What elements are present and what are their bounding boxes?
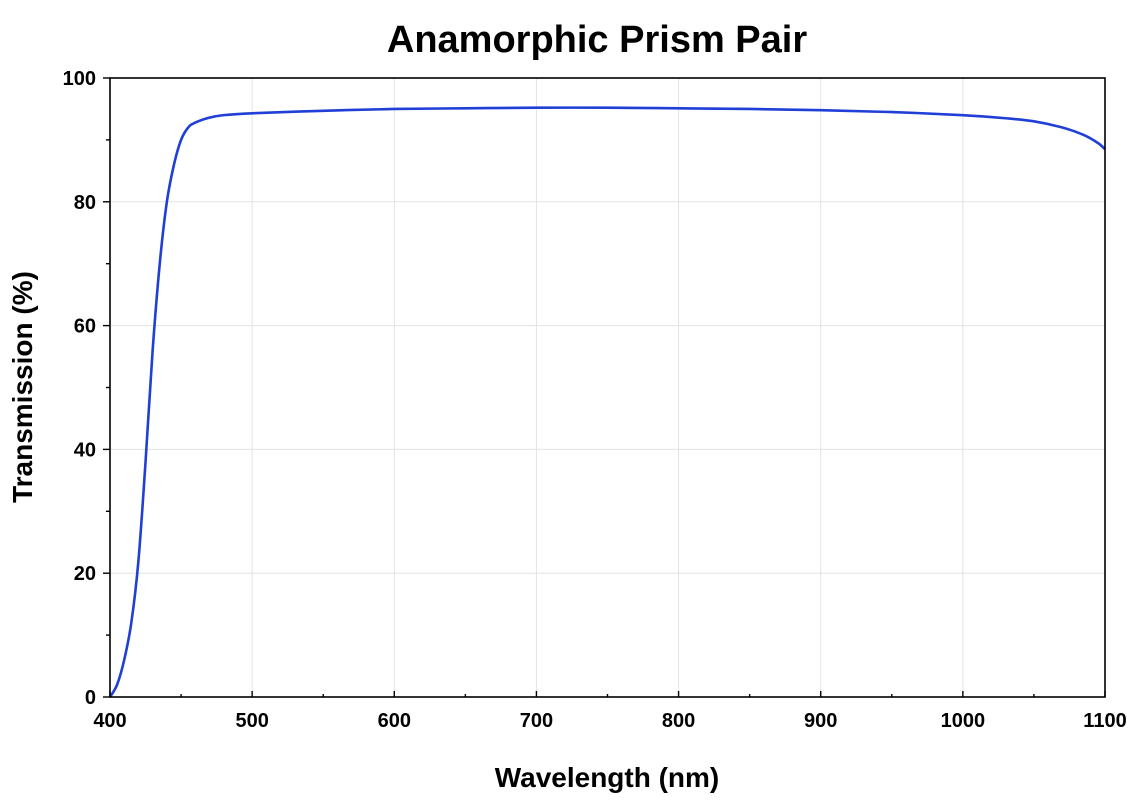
plot-frame: [109, 77, 1106, 698]
grid-lines: [110, 78, 1105, 697]
y-tick-label: 80: [74, 192, 96, 214]
y-axis-label: Transmission (%): [7, 271, 38, 503]
y-tick-label: 100: [63, 68, 96, 90]
axis-ticks: 400 500 600 700 800 900 1000 1100 0 20 40 60 80 100: [63, 68, 1127, 732]
x-axis-label: Wavelength (nm): [495, 762, 720, 793]
y-tick-label: 60: [74, 316, 96, 338]
x-tick-label: 600: [378, 710, 411, 732]
x-tick-label: 700: [520, 710, 553, 732]
y-tick-label: 40: [74, 439, 96, 461]
chart-title: Anamorphic Prism Pair: [387, 19, 807, 61]
x-tick-label: 500: [235, 710, 268, 732]
y-tick-label: 0: [85, 687, 96, 709]
y-tick-label: 20: [74, 563, 96, 585]
series-line: [108, 106, 1106, 698]
series-layer: [108, 106, 1106, 698]
x-tick-label: 1000: [941, 710, 986, 732]
x-tick-label: 1100: [1083, 710, 1126, 732]
x-tick-label: 400: [93, 710, 126, 732]
x-tick-label: 800: [662, 710, 695, 732]
x-tick-label: 900: [804, 710, 837, 732]
